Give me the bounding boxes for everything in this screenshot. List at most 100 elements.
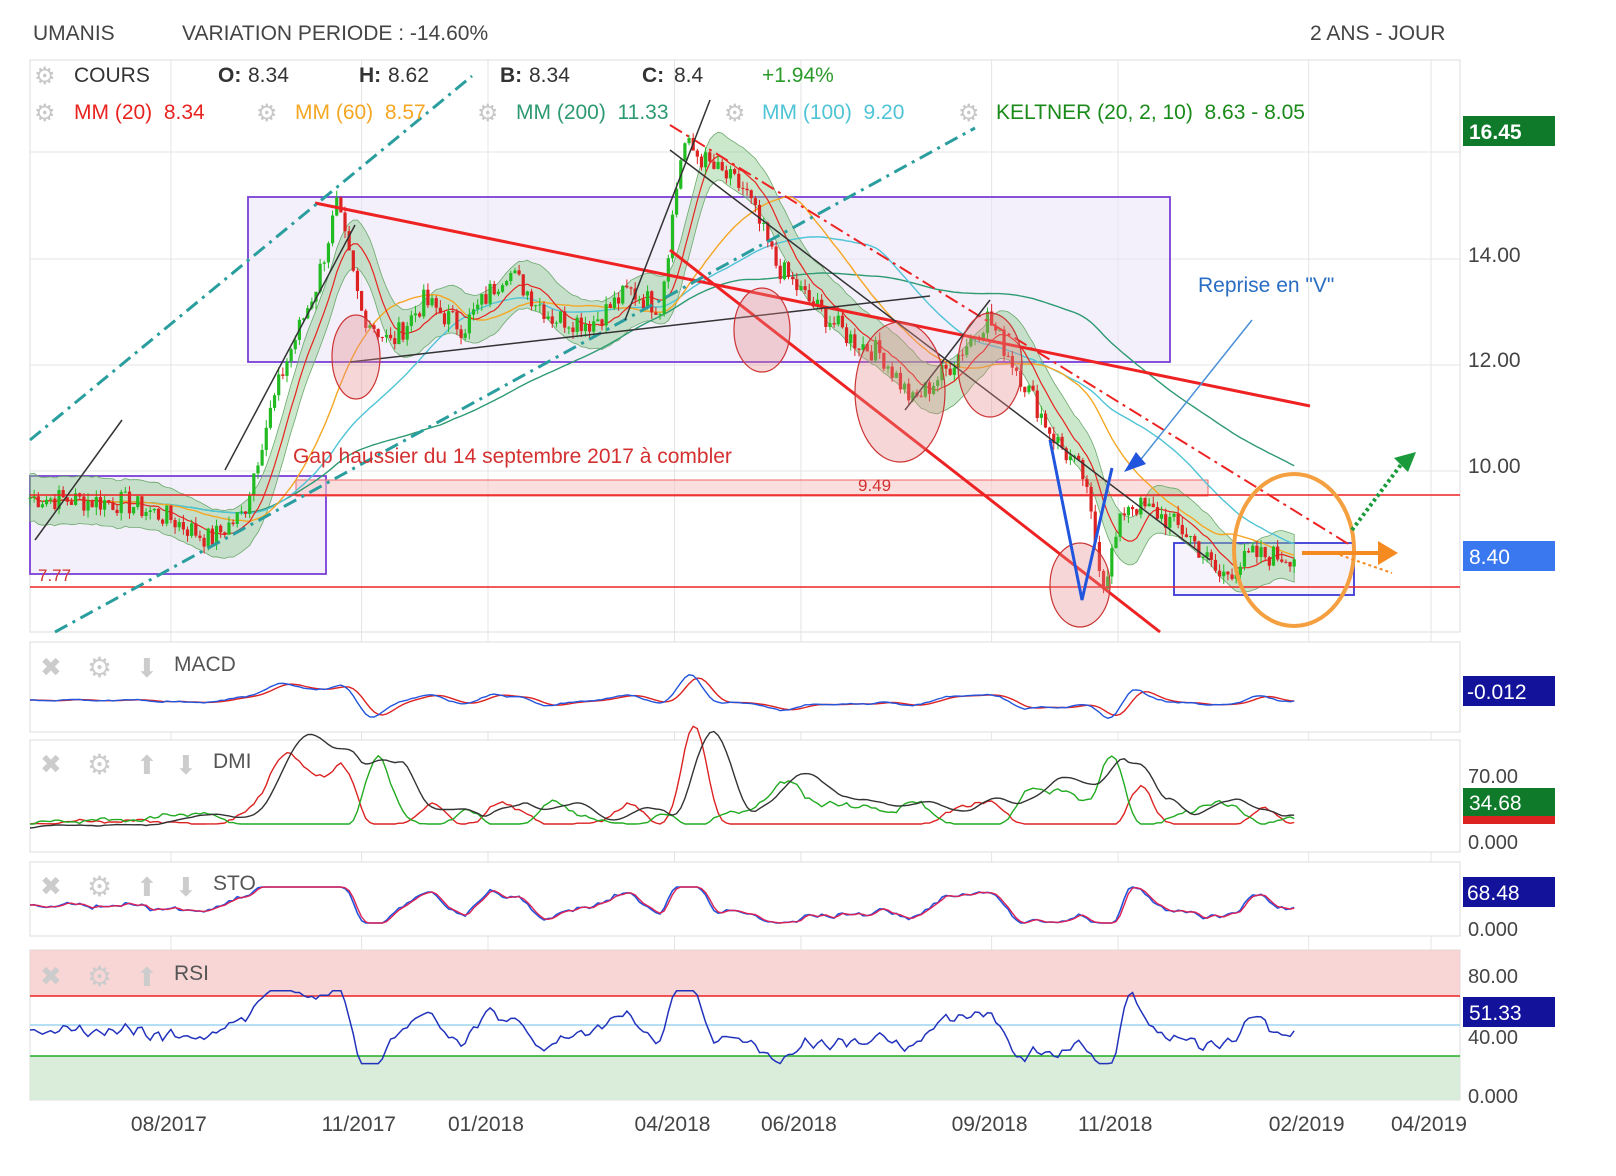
candle-body: [355, 270, 360, 291]
candle-body: [1168, 516, 1172, 528]
candle-body: [268, 407, 273, 428]
dmi-up-icon[interactable]: ⬆: [136, 750, 158, 780]
candle-body: [442, 313, 447, 325]
macd-gear-icon[interactable]: ⚙: [87, 652, 112, 683]
candle-body: [471, 309, 476, 315]
candle-body: [438, 307, 442, 314]
dmi-down-icon[interactable]: ⬇: [175, 750, 197, 780]
candle-body: [409, 315, 413, 326]
candle-body: [343, 212, 347, 232]
candle-body: [480, 294, 484, 305]
date-tick: 09/2018: [952, 1113, 1028, 1136]
green-arrow-head: [1394, 452, 1416, 472]
mm60-gear-icon[interactable]: ⚙: [256, 100, 278, 127]
candle-body: [600, 319, 604, 326]
candle-body: [57, 490, 61, 509]
candle-body: [140, 496, 144, 516]
date-tick: 04/2019: [1391, 1113, 1467, 1136]
candle-body: [961, 354, 965, 356]
candle-body: [529, 291, 534, 307]
candle-body: [1068, 456, 1072, 461]
candle-body: [1139, 497, 1143, 515]
ticker-label: UMANIS: [33, 22, 115, 45]
rsi-oversold-zone: [30, 1056, 1460, 1100]
mm200-gear-icon[interactable]: ⚙: [477, 100, 499, 127]
dmi-close-icon[interactable]: ✖: [40, 749, 62, 779]
macd-down-icon[interactable]: ⬇: [136, 653, 158, 683]
candle-body: [389, 334, 393, 339]
candle-body: [890, 366, 894, 378]
candle-body: [1052, 433, 1056, 444]
candle-body: [1077, 455, 1081, 460]
candle-body: [1010, 356, 1014, 368]
candle-body: [675, 188, 679, 215]
candle-body: [484, 294, 488, 304]
candle-body: [766, 222, 770, 242]
candle-body: [853, 334, 857, 349]
candle-body: [1238, 566, 1242, 575]
candle-body: [426, 289, 430, 306]
candle-body: [1263, 547, 1267, 558]
candle-body: [944, 364, 948, 369]
candle-body: [749, 190, 753, 199]
candle-body: [1143, 497, 1147, 507]
rsi-up-icon[interactable]: ⬆: [136, 962, 158, 992]
price-tick-12: 12.00: [1468, 349, 1521, 372]
candle-body: [243, 511, 248, 514]
highlight-ellipse-2: [733, 287, 791, 373]
candle-body: [44, 499, 49, 505]
candle-body: [1222, 571, 1226, 577]
candle-body: [575, 317, 579, 332]
candle-body: [156, 508, 161, 520]
macd-close-icon[interactable]: ✖: [40, 652, 62, 682]
adx-line: [29, 730, 1295, 829]
candle-body: [231, 522, 235, 525]
candle-body: [82, 496, 86, 511]
candle-body: [741, 187, 745, 189]
candle-body: [1039, 413, 1043, 418]
candle-body: [181, 522, 185, 530]
trendline-teal-2: [54, 126, 976, 634]
candle-body: [1081, 459, 1085, 480]
cours-gear-icon[interactable]: ⚙: [34, 63, 56, 90]
candle-body: [513, 270, 517, 274]
candle-body: [538, 304, 542, 306]
rsi-gear-icon[interactable]: ⚙: [87, 961, 112, 992]
candlesticks: [28, 133, 1296, 594]
candle-body: [326, 243, 331, 263]
sto-up-icon[interactable]: ⬆: [136, 872, 158, 902]
candle-body: [1064, 448, 1068, 461]
candle-body: [210, 528, 214, 545]
sto-down-icon[interactable]: ⬇: [175, 872, 197, 902]
macd-badge: -0.012: [1467, 681, 1527, 704]
candle-body: [998, 329, 1002, 331]
candle-body: [994, 325, 998, 331]
candle-body: [492, 283, 496, 295]
candle-body: [252, 473, 256, 496]
mm100-gear-icon[interactable]: ⚙: [724, 100, 746, 127]
rsi-close-icon[interactable]: ✖: [40, 961, 62, 991]
candle-body: [807, 290, 811, 302]
candle-body: [849, 334, 853, 344]
macd-line: [29, 674, 1295, 719]
candle-body: [451, 311, 455, 313]
candle-body: [447, 311, 451, 325]
candle-body: [103, 500, 107, 510]
candle-body: [384, 334, 389, 338]
candle-body: [563, 311, 567, 328]
keltner-gear-icon[interactable]: ⚙: [958, 100, 980, 127]
date-tick: 01/2018: [448, 1113, 524, 1136]
candle-body: [774, 246, 778, 266]
candle-body: [227, 522, 231, 535]
dmi-gear-icon[interactable]: ⚙: [87, 749, 112, 780]
candle-body: [873, 340, 878, 361]
candle-body: [534, 305, 538, 307]
price-tick-10: 10.00: [1468, 455, 1521, 478]
sto-close-icon[interactable]: ✖: [40, 871, 62, 901]
mm100-label: MM (100) 9.20: [762, 101, 905, 124]
mm20-gear-icon[interactable]: ⚙: [34, 100, 56, 127]
candle-body: [293, 339, 297, 350]
sto-gear-icon[interactable]: ⚙: [87, 871, 112, 902]
high-price-badge: 16.45: [1469, 121, 1522, 144]
candle-body: [289, 349, 293, 362]
